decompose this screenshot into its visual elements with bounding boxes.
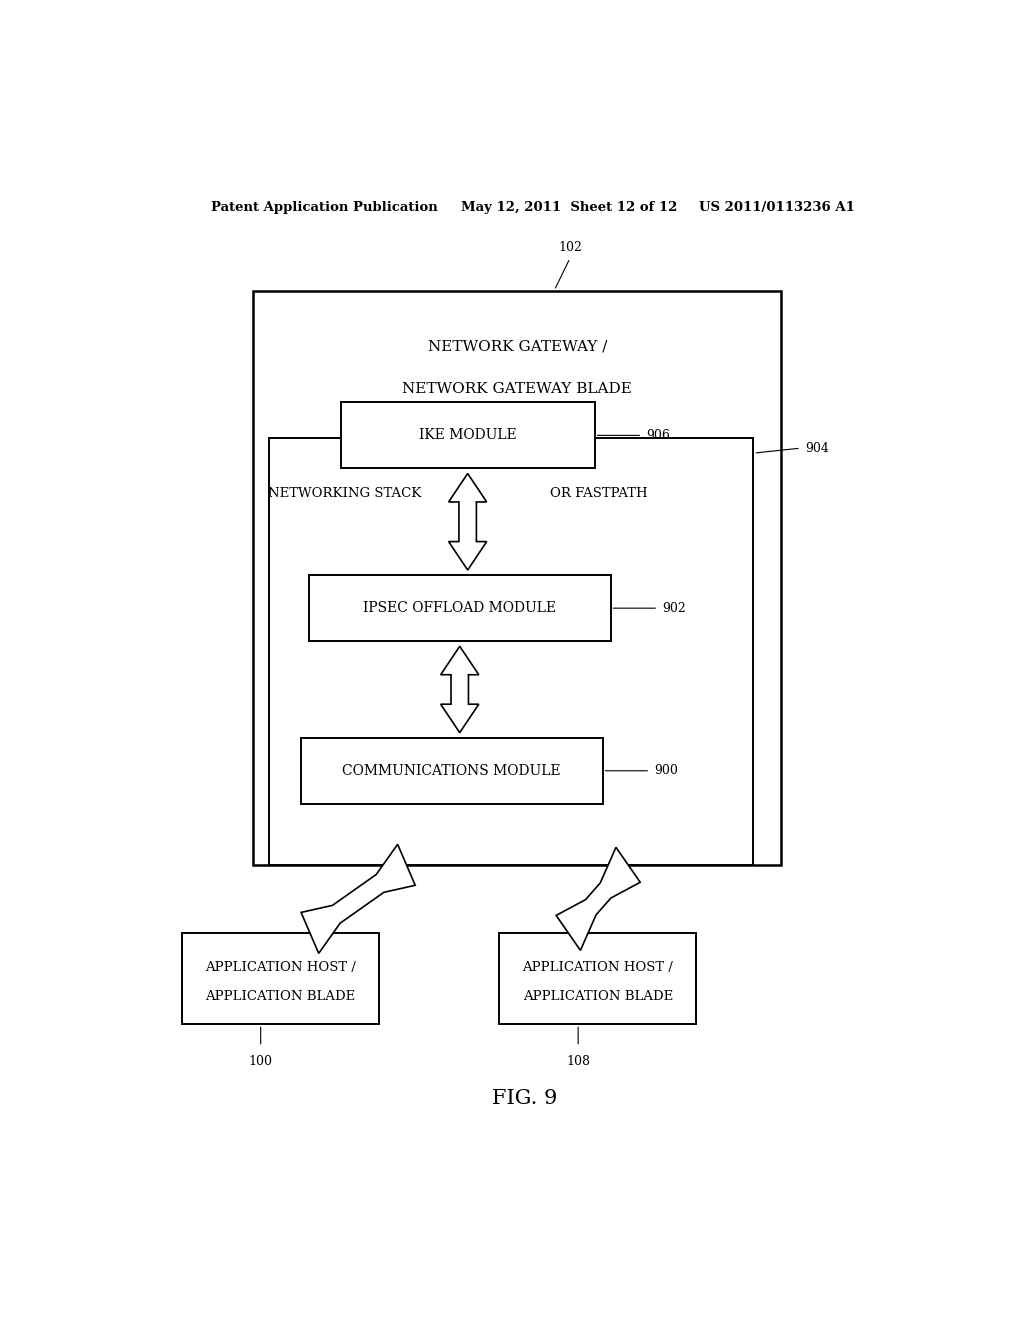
Text: FIG. 9: FIG. 9 (493, 1089, 557, 1107)
Text: US 2011/0113236 A1: US 2011/0113236 A1 (699, 201, 855, 214)
Text: 906: 906 (646, 429, 670, 442)
Text: NETWORK GATEWAY /: NETWORK GATEWAY / (428, 339, 607, 354)
Text: IPSEC OFFLOAD MODULE: IPSEC OFFLOAD MODULE (364, 601, 556, 615)
Text: 108: 108 (566, 1055, 590, 1068)
Text: OR FASTPATH: OR FASTPATH (550, 487, 647, 500)
Text: APPLICATION BLADE: APPLICATION BLADE (205, 990, 355, 1003)
Bar (253, 290, 781, 865)
Text: 900: 900 (654, 764, 678, 777)
Text: APPLICATION BLADE: APPLICATION BLADE (522, 990, 673, 1003)
Text: IKE MODULE: IKE MODULE (419, 429, 516, 442)
Polygon shape (449, 474, 486, 570)
Text: COMMUNICATIONS MODULE: COMMUNICATIONS MODULE (342, 764, 561, 777)
Polygon shape (301, 845, 416, 953)
Bar (182, 933, 379, 1024)
Bar (341, 403, 595, 469)
Bar (500, 933, 696, 1024)
Text: NETWORK GATEWAY BLADE: NETWORK GATEWAY BLADE (402, 381, 632, 396)
Text: APPLICATION HOST /: APPLICATION HOST / (522, 961, 673, 974)
Text: APPLICATION HOST /: APPLICATION HOST / (205, 961, 355, 974)
Text: NETWORKING STACK: NETWORKING STACK (268, 487, 421, 500)
Text: 904: 904 (805, 442, 828, 454)
Text: 100: 100 (249, 1055, 272, 1068)
Text: May 12, 2011  Sheet 12 of 12: May 12, 2011 Sheet 12 of 12 (461, 201, 678, 214)
Bar (269, 438, 754, 865)
Polygon shape (440, 647, 479, 733)
Text: 902: 902 (663, 602, 686, 615)
Bar (309, 576, 610, 642)
Text: Patent Application Publication: Patent Application Publication (211, 201, 438, 214)
Text: 102: 102 (558, 242, 582, 255)
Polygon shape (556, 847, 640, 950)
Bar (301, 738, 602, 804)
